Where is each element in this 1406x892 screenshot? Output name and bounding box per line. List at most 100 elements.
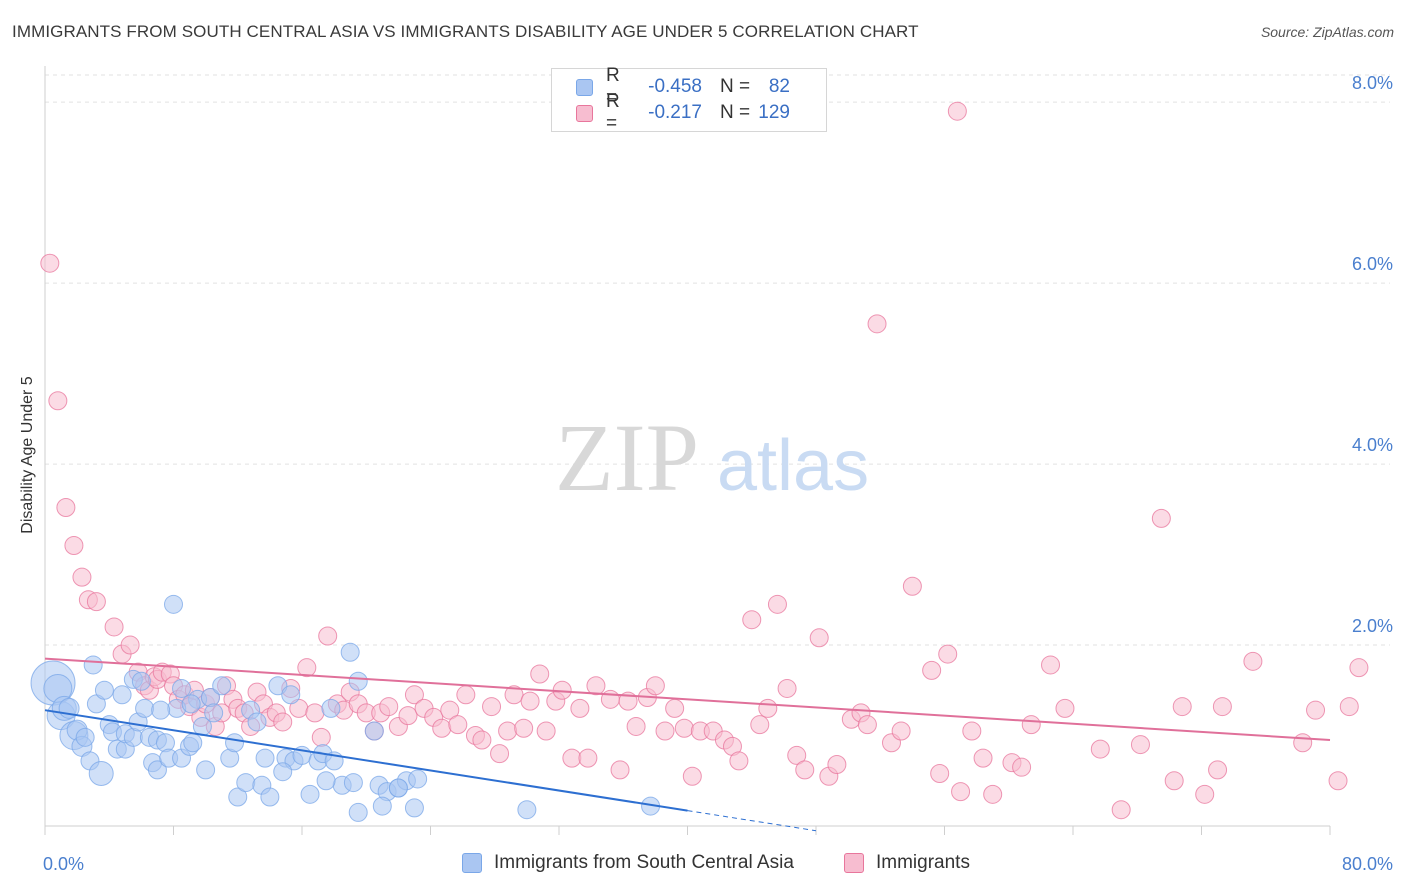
point-immigrants <box>379 697 399 717</box>
point-south-central-asia <box>408 769 428 789</box>
point-immigrants <box>1111 800 1131 820</box>
point-south-central-asia <box>343 773 363 793</box>
point-south-central-asia <box>236 773 256 793</box>
point-immigrants <box>120 635 140 655</box>
point-immigrants <box>64 536 84 556</box>
point-immigrants <box>682 766 702 786</box>
point-immigrants <box>1208 760 1228 780</box>
point-immigrants <box>1306 700 1326 720</box>
y-axis-label: Disability Age Under 5 <box>19 376 36 534</box>
point-immigrants <box>562 748 582 768</box>
point-immigrants <box>448 715 468 735</box>
point-immigrants <box>1055 698 1075 718</box>
point-south-central-asia <box>348 671 368 691</box>
point-immigrants <box>674 718 694 738</box>
point-immigrants <box>297 658 317 678</box>
point-south-central-asia <box>281 685 301 705</box>
point-south-central-asia <box>204 703 224 723</box>
point-immigrants <box>777 678 797 698</box>
point-south-central-asia <box>316 771 336 791</box>
point-immigrants <box>626 716 646 736</box>
legend-item-immigrants[interactable]: Immigrants <box>844 852 970 874</box>
point-immigrants <box>56 498 76 518</box>
point-immigrants <box>578 748 598 768</box>
point-immigrants <box>1021 715 1041 735</box>
point-south-central-asia <box>212 676 232 696</box>
point-immigrants <box>655 721 675 741</box>
watermark-atlas: atlas <box>717 426 869 506</box>
point-immigrants <box>1212 697 1232 717</box>
correlation-legend: R = -0.458 N = 82 R = -0.217 N = 129 <box>551 65 827 134</box>
point-south-central-asia <box>404 798 424 818</box>
point-south-central-asia <box>75 727 95 747</box>
point-immigrants <box>1041 655 1061 675</box>
point-south-central-asia <box>181 694 201 714</box>
point-immigrants <box>787 745 807 765</box>
point-immigrants <box>1151 508 1171 528</box>
point-immigrants <box>758 698 778 718</box>
point-immigrants <box>1339 697 1359 717</box>
point-south-central-asia <box>388 778 408 798</box>
point-immigrants <box>665 698 685 718</box>
legend-n-label: N = <box>720 76 751 97</box>
point-south-central-asia <box>321 698 341 718</box>
legend-n-value: 82 <box>768 76 790 97</box>
point-immigrants <box>750 715 770 735</box>
trend-line-extension <box>687 810 817 832</box>
point-immigrants <box>930 764 950 784</box>
point-south-central-asia <box>300 784 320 804</box>
point-immigrants <box>1090 739 1110 759</box>
point-immigrants <box>536 721 556 741</box>
y-tick-label: 6.0% <box>1352 254 1393 274</box>
point-immigrants <box>902 576 922 596</box>
point-immigrants <box>867 314 887 334</box>
tick-labels: 2.0% 4.0% 6.0% 8.0% 0.0% 80.0% <box>43 73 1393 874</box>
point-immigrants <box>1243 651 1263 671</box>
legend-item-south-central-asia[interactable]: Immigrants from South Central Asia <box>462 852 794 874</box>
point-immigrants <box>311 727 331 747</box>
source-credit: Source: ZipAtlas.com <box>1260 24 1394 40</box>
watermark-zip: ZIP <box>555 404 699 511</box>
legend-n-value: 129 <box>758 102 790 123</box>
legend-r-label: R = <box>606 91 620 134</box>
legend-n-label: N = <box>720 102 751 123</box>
point-immigrants <box>498 721 518 741</box>
point-south-central-asia <box>164 594 183 614</box>
point-south-central-asia <box>247 712 267 732</box>
point-south-central-asia <box>183 733 203 753</box>
point-immigrants <box>456 685 476 705</box>
point-immigrants <box>947 101 967 121</box>
point-south-central-asia <box>273 762 293 782</box>
point-south-central-asia <box>364 721 384 741</box>
point-immigrants <box>318 626 338 646</box>
series-south-central-asia <box>30 594 661 822</box>
legend-label: Immigrants <box>876 852 970 873</box>
point-south-central-asia <box>131 671 151 691</box>
point-south-central-asia <box>517 800 537 820</box>
point-immigrants <box>86 592 106 612</box>
point-immigrants <box>586 676 606 696</box>
point-immigrants <box>857 715 877 735</box>
watermark: ZIP atlas <box>555 404 869 511</box>
point-immigrants <box>1172 697 1192 717</box>
x-tick-label: 80.0% <box>1342 854 1393 874</box>
y-tick-label: 8.0% <box>1352 73 1393 93</box>
point-south-central-asia <box>372 796 392 816</box>
legend-swatch-pink <box>844 853 864 873</box>
point-south-central-asia <box>88 761 114 787</box>
point-immigrants <box>72 567 92 587</box>
legend-label: Immigrants from South Central Asia <box>494 852 794 873</box>
trend-lines <box>44 657 1331 832</box>
trend-line-south-central-asia <box>44 709 688 812</box>
legend-r-label: R = <box>606 65 620 108</box>
point-immigrants <box>570 698 590 718</box>
point-immigrants <box>305 703 325 723</box>
legend-row-south-central-asia: R = -0.458 N = 82 <box>576 65 790 108</box>
point-immigrants <box>1195 784 1215 804</box>
trend-line-immigrants <box>44 657 1331 742</box>
point-south-central-asia <box>196 760 216 780</box>
point-immigrants <box>938 644 958 664</box>
point-immigrants <box>404 685 424 705</box>
point-south-central-asia <box>112 685 132 705</box>
